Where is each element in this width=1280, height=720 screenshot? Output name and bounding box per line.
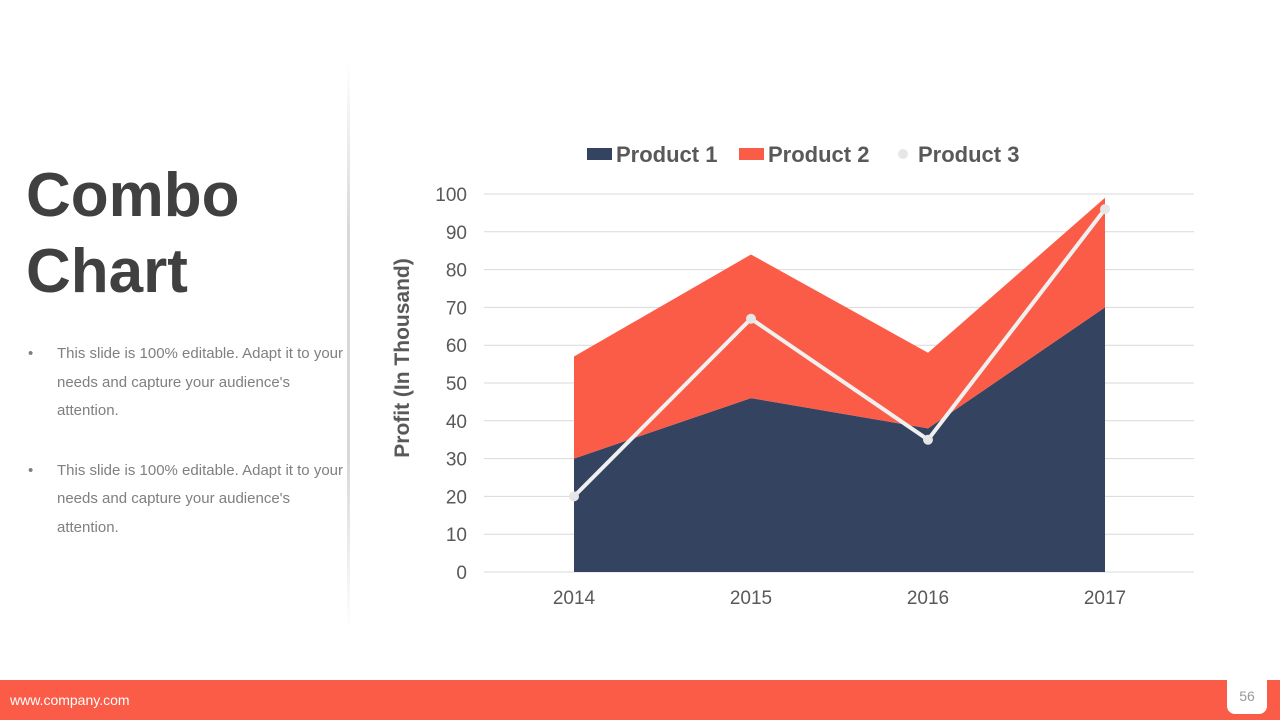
area-product-2 bbox=[574, 197, 1105, 459]
bullet-item: This slide is 100% editable. Adapt it to… bbox=[28, 340, 348, 426]
x-tick-label: 2016 bbox=[907, 588, 949, 609]
y-tick-label: 10 bbox=[446, 525, 467, 546]
legend-label: Product 3 bbox=[918, 142, 1019, 167]
data-point bbox=[1100, 204, 1110, 215]
title-line-1: Combo bbox=[26, 161, 240, 230]
y-tick-label: 70 bbox=[446, 298, 467, 319]
slide-title: Combo Chart bbox=[26, 158, 240, 310]
x-tick-label: 2015 bbox=[730, 588, 772, 609]
title-line-2: Chart bbox=[26, 237, 188, 306]
footer-url[interactable]: www.company.com bbox=[10, 692, 130, 708]
page-number: 56 bbox=[1227, 680, 1267, 714]
y-tick-label: 20 bbox=[446, 487, 467, 508]
area-product-1 bbox=[574, 307, 1105, 572]
combo-chart: 0 10 20 30 40 50 60 70 80 90 100 2014 2015 2016 2017 Pr… bbox=[391, 142, 1194, 609]
y-tick-label: 80 bbox=[446, 261, 467, 282]
x-tick-label: 2014 bbox=[553, 588, 596, 609]
bullet-item: This slide is 100% editable. Adapt it to… bbox=[28, 457, 348, 543]
y-tick-label: 50 bbox=[446, 374, 467, 395]
y-tick-label: 40 bbox=[446, 412, 467, 433]
data-point bbox=[569, 491, 579, 502]
line-product-3 bbox=[572, 207, 1107, 498]
data-point bbox=[746, 313, 756, 324]
y-tick-label: 100 bbox=[435, 185, 467, 206]
legend-label: Product 2 bbox=[768, 142, 869, 167]
footer-bar: www.company.com bbox=[0, 680, 1280, 720]
y-tick-label: 60 bbox=[446, 336, 467, 357]
bullet-list: This slide is 100% editable. Adapt it to… bbox=[28, 340, 348, 573]
y-axis-label: Profit (In Thousand) bbox=[391, 258, 414, 457]
data-point bbox=[923, 434, 933, 445]
legend-swatch bbox=[739, 148, 764, 160]
legend-label: Product 1 bbox=[616, 142, 717, 167]
y-tick-label: 30 bbox=[446, 450, 467, 471]
y-tick-label: 90 bbox=[446, 223, 467, 244]
y-tick-label: 0 bbox=[456, 563, 467, 584]
x-tick-label: 2017 bbox=[1084, 588, 1126, 609]
legend-swatch bbox=[587, 148, 612, 160]
divider bbox=[347, 60, 350, 630]
legend-marker bbox=[898, 149, 908, 159]
